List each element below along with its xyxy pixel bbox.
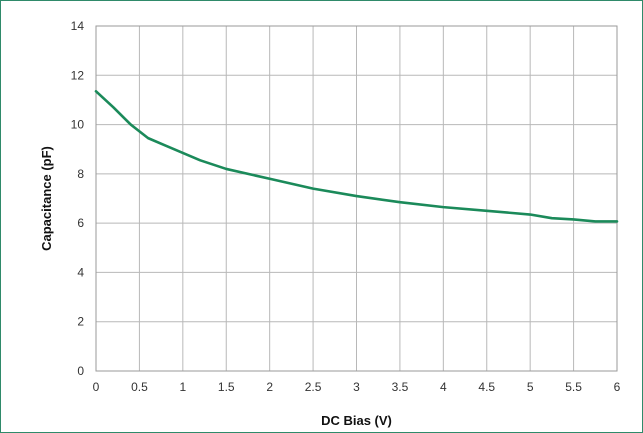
x-tick-label: 0 xyxy=(93,380,100,394)
y-tick-label: 10 xyxy=(71,118,85,132)
grid xyxy=(95,25,618,372)
series-layer xyxy=(94,90,619,223)
x-tick-label: 2.5 xyxy=(305,380,322,394)
plot-area-border xyxy=(95,25,618,372)
x-tick-label: 2 xyxy=(266,380,273,394)
y-tick-label: 0 xyxy=(77,364,84,378)
y-tick-label: 6 xyxy=(77,216,84,230)
tick-labels: 0 0.5 1 1.5 2 2.5 3 3.5 4 4.5 5 5.5 6 0 2 4 6 8 10 12 14 xyxy=(71,19,621,394)
y-tick-label: 14 xyxy=(71,19,85,33)
x-tick-label: 3.5 xyxy=(392,380,409,394)
x-tick-label: 4 xyxy=(440,380,447,394)
x-tick-label: 3 xyxy=(353,380,360,394)
x-tick-label: 1.5 xyxy=(218,380,235,394)
x-tick-label: 5.5 xyxy=(565,380,582,394)
x-tick-label: 5 xyxy=(527,380,534,394)
y-tick-label: 12 xyxy=(71,68,85,82)
y-axis-title: Capacitance (pF) xyxy=(39,146,54,251)
y-tick-label: 8 xyxy=(77,167,84,181)
y-tick-label: 4 xyxy=(77,265,84,279)
y-tick-label: 2 xyxy=(77,315,84,329)
x-axis-title: DC Bias (V) xyxy=(321,413,392,428)
x-tick-label: 6 xyxy=(614,380,621,394)
series-line-0 xyxy=(94,90,619,223)
x-tick-label: 1 xyxy=(179,380,186,394)
x-tick-label: 0.5 xyxy=(131,380,148,394)
x-tick-label: 4.5 xyxy=(478,380,495,394)
